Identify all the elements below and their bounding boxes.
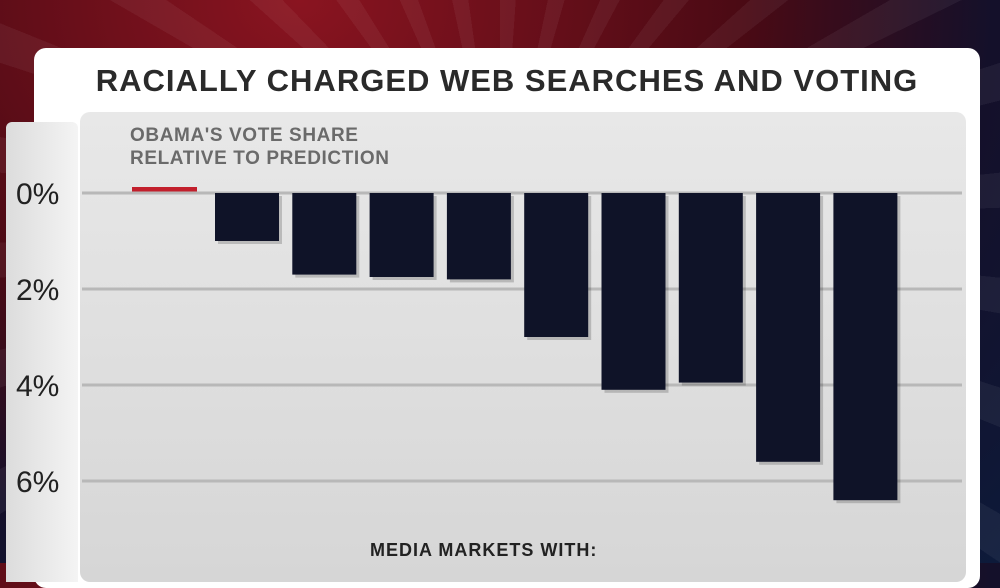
bar-2 [292,193,357,275]
legend-label-line2: RELATIVE TO PREDICTION [130,148,390,169]
y-axis-strip [6,122,78,582]
bar-4 [446,193,511,280]
bar-6 [601,193,666,390]
bar-3 [369,193,434,277]
y-tick-label: 2% [16,274,59,307]
legend-label-line1: OBAMA'S VOTE SHARE [130,125,359,146]
bar-5 [524,193,589,337]
bar-8 [756,193,821,462]
x-axis-title: MEDIA MARKETS WITH: [370,540,598,560]
y-tick-label: 0% [16,178,59,211]
bar-9 [833,193,898,501]
bar-1 [215,193,279,241]
bar-7 [678,193,743,383]
chart-title: RACIALLY CHARGED WEB SEARCHES AND VOTING [95,63,919,98]
legend-label: OBAMA'S VOTE SHARE RELATIVE TO PREDICTIO… [130,124,390,170]
y-tick-label: 6% [16,466,59,499]
bar-chart: 0% 2% 4% 6% [16,178,962,504]
legend-swatch [132,187,197,192]
y-tick-label: 4% [16,370,59,403]
